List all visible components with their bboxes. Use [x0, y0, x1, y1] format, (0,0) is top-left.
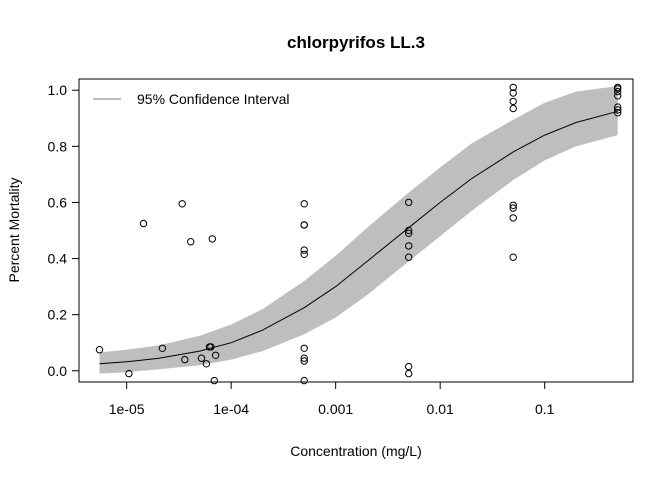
data-point [202, 360, 211, 368]
data-point [509, 83, 517, 92]
data-point [181, 355, 189, 364]
data-point [405, 226, 413, 235]
data-point [158, 344, 167, 352]
data-point [509, 214, 517, 222]
x-tick-label: 1e-04 [213, 401, 249, 417]
data-point [210, 376, 219, 385]
data-point [614, 85, 622, 93]
data-point [405, 253, 413, 261]
data-points-layer [95, 83, 622, 385]
confidence-band [99, 86, 618, 374]
y-tick-label: 0.8 [48, 138, 68, 154]
data-point [197, 354, 206, 362]
y-tick-label: 0.4 [48, 251, 68, 267]
confidence-band-layer [99, 86, 618, 374]
y-tick-label: 0.2 [48, 307, 68, 323]
data-point [300, 246, 308, 254]
data-point [614, 103, 622, 111]
data-point [178, 200, 186, 208]
data-point [300, 354, 308, 362]
data-point [95, 346, 104, 354]
data-point [509, 204, 517, 212]
y-tick-label: 0.0 [48, 363, 68, 379]
y-tick-label: 0.6 [48, 194, 68, 210]
y-axis-label: Percent Mortality [6, 177, 22, 282]
data-point [405, 229, 413, 238]
data-point [300, 376, 308, 385]
data-point [300, 200, 308, 208]
data-point [139, 219, 148, 228]
data-point [509, 104, 517, 113]
data-point [405, 369, 413, 378]
data-point [300, 250, 308, 259]
data-point [509, 89, 517, 97]
y-tick-label: 1.0 [48, 82, 68, 98]
data-point [125, 369, 133, 378]
y-axis: 0.0 0.2 0.4 0.6 0.8 1.0 [48, 82, 80, 379]
data-point [614, 106, 622, 114]
fit-curve [99, 110, 618, 365]
data-point [405, 198, 413, 207]
x-tick-label: 0.001 [318, 401, 353, 417]
fit-curve-layer [99, 110, 618, 365]
data-point [405, 242, 413, 250]
legend-label: 95% Confidence Interval [137, 91, 290, 107]
data-point [300, 357, 308, 365]
x-axis: 1e-05 1e-04 0.001 0.01 0.1 [109, 381, 555, 417]
data-point [614, 87, 622, 96]
x-axis-label: Concentration (mg/L) [290, 443, 422, 459]
chart-title: chlorpyrifos LL.3 [287, 33, 425, 52]
data-point [208, 235, 217, 243]
x-tick-label: 0.01 [427, 401, 454, 417]
data-point [614, 109, 622, 117]
data-point [509, 201, 517, 210]
data-point [614, 92, 622, 100]
data-point [300, 221, 308, 229]
data-point [509, 97, 517, 106]
legend: 95% Confidence Interval [93, 91, 290, 107]
data-point [211, 351, 220, 359]
data-point [405, 362, 413, 371]
data-point [207, 343, 215, 351]
data-point [187, 238, 195, 246]
data-point [509, 253, 517, 261]
x-tick-label: 1e-05 [109, 401, 145, 417]
data-point [300, 344, 308, 352]
x-tick-label: 0.1 [535, 401, 555, 417]
